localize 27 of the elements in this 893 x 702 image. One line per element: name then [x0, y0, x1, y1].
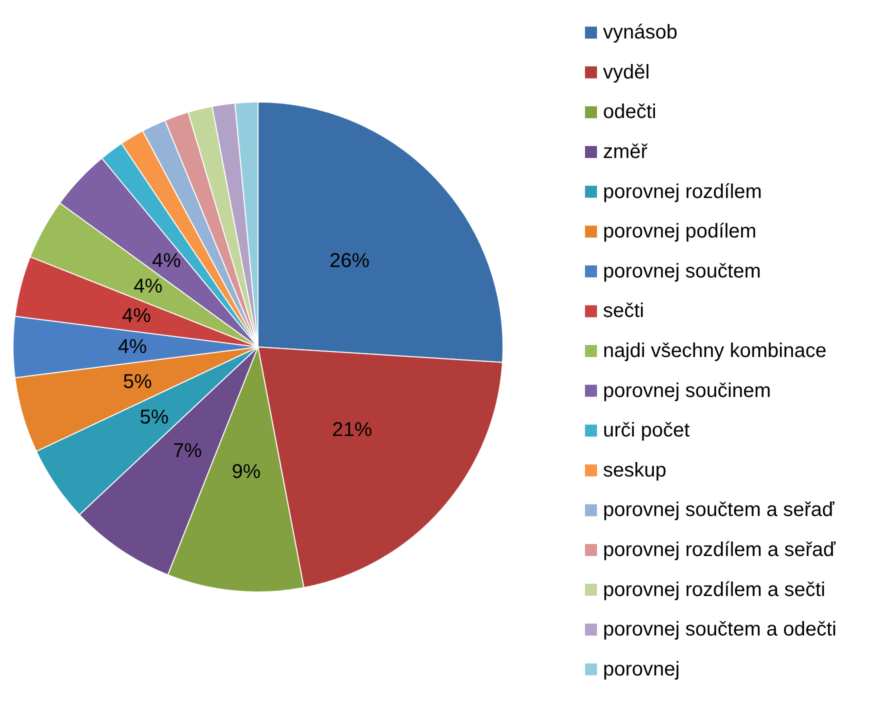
legend-label: sečti: [603, 300, 644, 322]
legend-label: vynásob: [603, 22, 678, 44]
legend-label: porovnej rozdílem a seřaď: [603, 539, 836, 561]
data-label: 9%: [232, 460, 261, 483]
data-label: 5%: [140, 406, 169, 429]
data-label: 7%: [173, 440, 202, 462]
data-label: 4%: [122, 304, 152, 327]
legend-label: porovnej podílem: [603, 220, 756, 243]
data-label: 21%: [332, 418, 372, 441]
data-label: 4%: [152, 250, 182, 272]
legend-label: porovnej součtem: [603, 260, 761, 282]
legend-label: porovnej součtem a odečti: [603, 618, 836, 641]
data-label: 4%: [118, 336, 148, 358]
legend-label: seskup: [603, 459, 666, 482]
legend-label: porovnej rozdílem a sečti: [603, 578, 826, 601]
legend-label: změř: [603, 141, 649, 163]
legend-label: porovnej součinem: [603, 380, 771, 402]
data-label: 4%: [134, 276, 163, 298]
data-label: 5%: [123, 371, 152, 394]
legend-label: porovnej rozdílem: [603, 180, 762, 203]
legend-label: odečti: [603, 101, 656, 124]
legend-label: najdi všechny kombinace: [603, 340, 826, 362]
legend-label: vyděl: [603, 61, 650, 84]
legend-label: porovnej součtem a seřaď: [603, 499, 836, 522]
legend-label: porovnej: [603, 658, 680, 680]
legend-label: urči počet: [603, 420, 690, 442]
data-label: 26%: [329, 250, 370, 272]
